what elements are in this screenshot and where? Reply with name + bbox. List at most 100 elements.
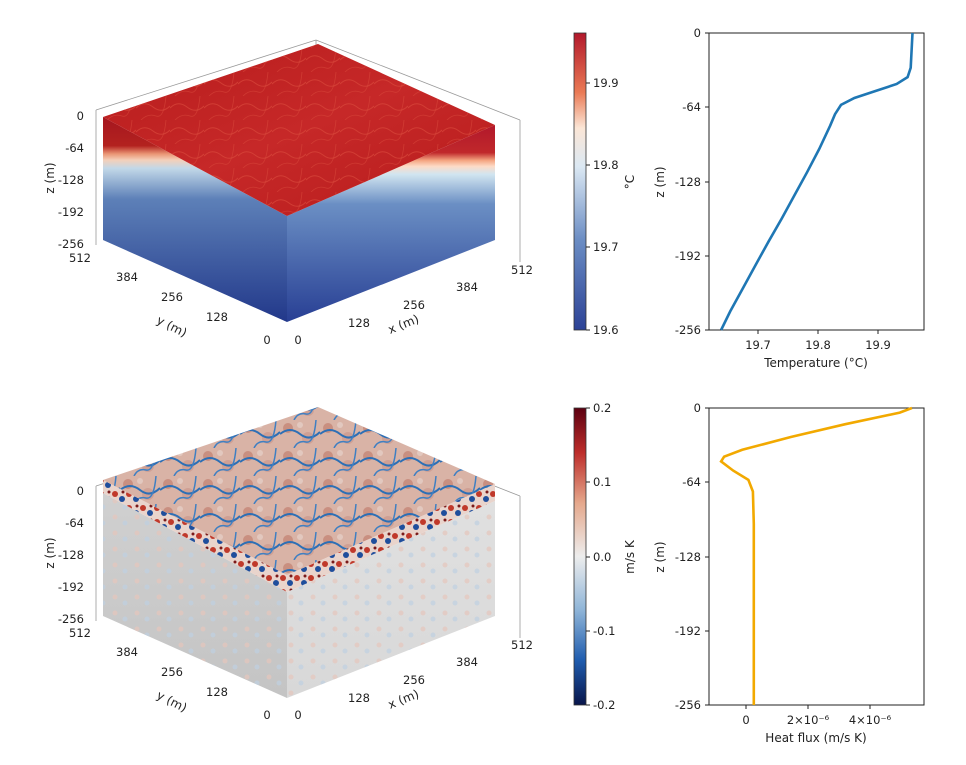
colorbar-tick: 19.9 [593,76,619,90]
block-top-face [103,407,495,575]
x-tick: 512 [511,638,533,652]
colorbar-ticks: -0.2 -0.1 0.0 0.1 0.2 [593,401,615,712]
x-axis-label: Temperature (°C) [763,356,868,370]
y-tick: 128 [206,310,228,324]
z-axis-label: z (m) [43,162,57,193]
z-tick: -192 [58,580,84,594]
colorbar-tick: 0.0 [593,550,611,564]
z-tick: -64 [65,516,84,530]
colorbar-tick: 19.7 [593,240,619,254]
y-tick: -64 [682,475,701,489]
x-tick: 19.9 [865,338,891,352]
y-tick: 0 [263,333,270,347]
y-tick: 256 [161,665,183,679]
x-tick: 19.8 [805,338,831,352]
y-tick: 512 [69,251,91,265]
z-tick: -128 [58,548,84,562]
x-tick: 384 [456,655,478,669]
block-left-face [103,117,287,322]
y-tick: 384 [116,645,138,659]
y-tick: 0 [694,26,701,40]
block-left-texture [103,493,287,698]
temperature-line [719,32,914,331]
block-top-texture [103,44,495,216]
z-tick: -64 [65,141,84,155]
z-tick: -256 [58,237,84,251]
y-tick: 0 [694,401,701,415]
temperature-3d-block: 0 -64 -128 -192 -256 z (m) 512 384 256 1… [43,39,533,347]
z-tick: 0 [77,484,84,498]
x-tick: 2×10⁻⁶ [787,713,830,727]
y-tick: -128 [675,550,701,564]
z-tick: -192 [58,205,84,219]
y-axis-label: y (m) [154,688,189,715]
x-tick: 256 [403,298,425,312]
x-tick: 19.7 [745,338,771,352]
x-axis-label: x (m) [386,687,421,712]
x-tick: 0 [294,708,301,722]
colorbar-label: m/s K [623,539,637,574]
plot-frame [708,407,925,706]
heat-flux-colorbar: -0.2 -0.1 0.0 0.1 0.2 m/s K [573,401,637,712]
colorbar-gradient [573,407,587,706]
x-tick: 4×10⁻⁶ [849,713,892,727]
y-tick: 384 [116,270,138,284]
x-axis-ticks: 0 128 256 384 512 [294,263,533,347]
y-axis-ticks: 512 384 256 128 0 [69,626,271,722]
y-ticks: 0 -64 -128 -192 -256 [675,26,701,337]
block-right-texture [287,501,495,698]
y-tick: -128 [675,175,701,189]
z-tick: -128 [58,173,84,187]
colorbar-tick: 19.8 [593,158,619,172]
x-tick: 0 [294,333,301,347]
block-right-face [287,125,495,322]
colorbar-tick: 0.1 [593,475,611,489]
x-tick: 0 [742,713,749,727]
x-tick: 512 [511,263,533,277]
x-tick: 384 [456,280,478,294]
x-tick: 128 [348,316,370,330]
colorbar-gradient [573,32,587,331]
heat-flux-line [719,406,913,705]
colorbar-tick: -0.1 [593,624,615,638]
x-ticks: 0 2×10⁻⁶ 4×10⁻⁶ [742,713,891,727]
temperature-colorbar: 19.6 19.7 19.8 19.9 °C [573,32,637,337]
y-tick: -256 [675,698,701,712]
colorbar-tick: 0.2 [593,401,611,415]
y-axis-label: z (m) [653,166,667,197]
x-axis-label: Heat flux (m/s K) [765,731,866,745]
colorbar-tick: -0.2 [593,698,615,712]
y-tick: -192 [675,249,701,263]
y-tick: 0 [263,708,270,722]
z-axis-ticks: 0 -64 -128 -192 -256 [58,109,84,251]
y-axis-label: z (m) [653,541,667,572]
colorbar-tick: 19.6 [593,323,619,337]
y-tick: -64 [682,100,701,114]
y-tick: -192 [675,624,701,638]
x-axis-ticks: 0 128 256 384 512 [294,638,533,722]
x-ticks: 19.7 19.8 19.9 [745,338,891,352]
block-left-edge-texture [103,480,287,592]
y-ticks: 0 -64 -128 -192 -256 [675,401,701,712]
colorbar-label: °C [623,175,637,189]
plot-frame [708,32,925,331]
y-tick: 256 [161,290,183,304]
heat-flux-profile: 0 -64 -128 -192 -256 0 2×10⁻⁶ 4×10⁻⁶ Hea… [653,401,925,745]
y-tick: -256 [675,323,701,337]
y-axis-ticks: 512 384 256 128 0 [69,251,271,347]
x-axis-label: x (m) [386,312,421,337]
x-tick: 128 [348,691,370,705]
temperature-profile: 0 -64 -128 -192 -256 19.7 19.8 19.9 Temp… [653,26,925,370]
x-tick: 256 [403,673,425,687]
y-axis-label: y (m) [154,313,189,340]
heat-flux-3d-block: 0 -64 -128 -192 -256 z (m) 512 384 256 1… [43,407,533,722]
z-axis-label: z (m) [43,537,57,568]
block-right-edge-texture [287,484,495,592]
z-tick: 0 [77,109,84,123]
colorbar-ticks: 19.6 19.7 19.8 19.9 [593,76,619,337]
y-tick: 512 [69,626,91,640]
z-tick: -256 [58,612,84,626]
y-tick: 128 [206,685,228,699]
z-axis-ticks: 0 -64 -128 -192 -256 [58,484,84,626]
